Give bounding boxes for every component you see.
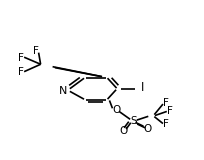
Text: N: N [59,86,68,96]
Text: S: S [130,116,136,126]
Text: F: F [163,98,169,108]
Text: F: F [33,46,39,56]
Text: F: F [167,106,173,116]
Text: O: O [112,105,120,115]
Text: F: F [18,53,23,63]
Text: O: O [119,126,127,136]
Text: I: I [141,81,144,94]
Text: F: F [18,68,23,77]
Text: O: O [143,124,151,134]
Text: F: F [163,119,169,129]
